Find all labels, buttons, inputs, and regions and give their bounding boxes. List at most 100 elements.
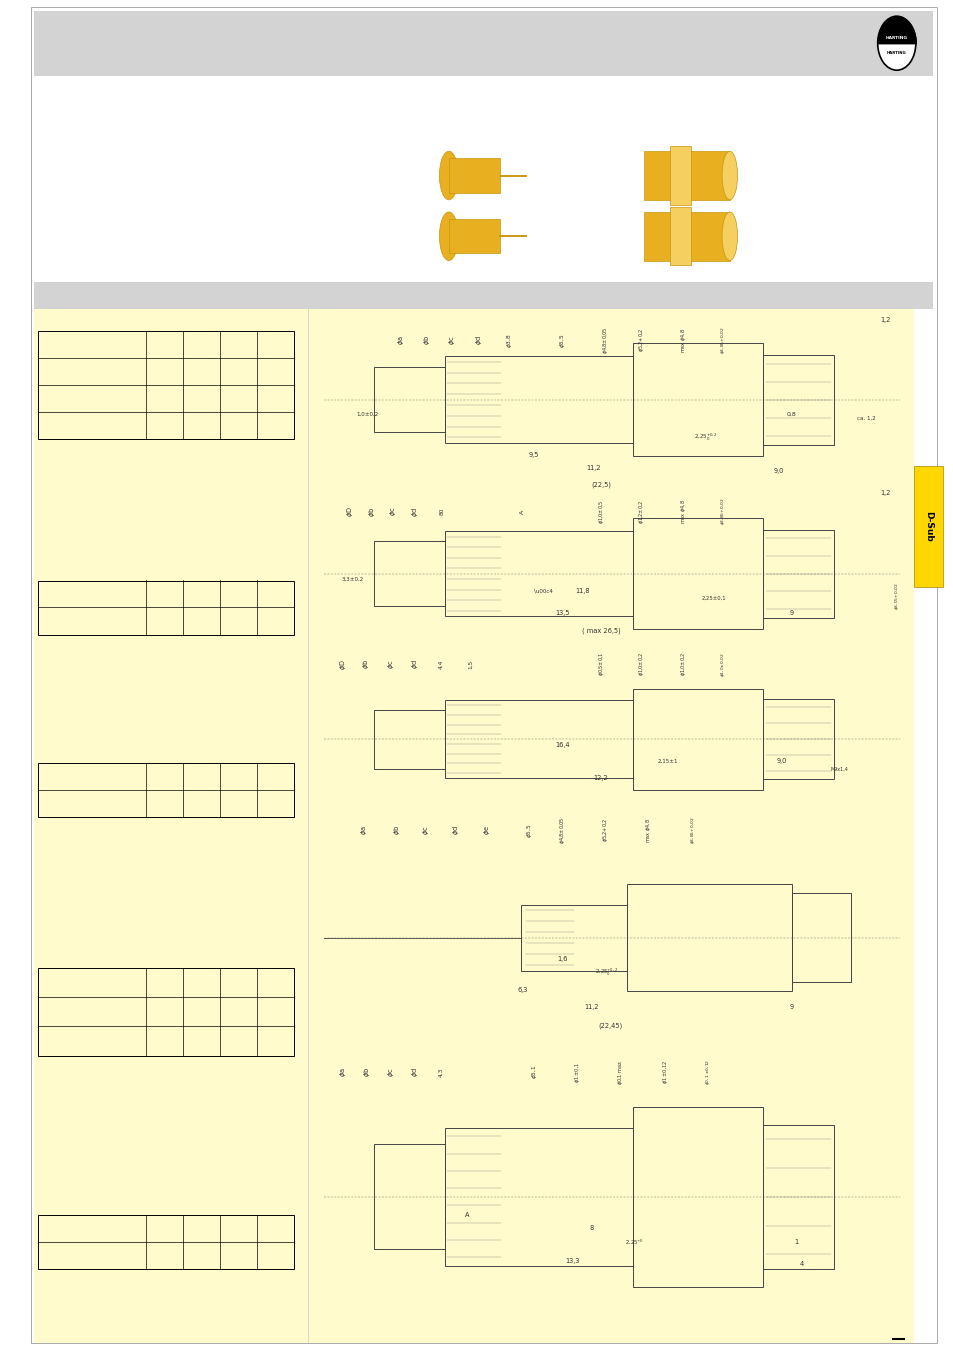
- Text: 9: 9: [789, 1004, 793, 1010]
- Text: (22,45): (22,45): [598, 1023, 622, 1029]
- Text: $\phi$1,0±0,02: $\phi$1,0±0,02: [719, 652, 726, 676]
- Text: 13,5: 13,5: [555, 610, 570, 616]
- Bar: [374, 367, 444, 432]
- Text: $\phi$0,5±0,1: $\phi$0,5±0,1: [596, 652, 605, 676]
- Text: $\phi$5,2+0,2: $\phi$5,2+0,2: [600, 818, 610, 842]
- Text: $\phi$3,85+0,02: $\phi$3,85+0,02: [688, 817, 696, 844]
- Bar: [762, 699, 833, 779]
- Bar: [448, 158, 499, 193]
- Bar: [762, 355, 833, 444]
- Text: M9x1,4: M9x1,4: [830, 767, 847, 772]
- Bar: [38, 968, 294, 1056]
- Ellipse shape: [439, 212, 457, 261]
- Text: A: A: [465, 1212, 469, 1218]
- Ellipse shape: [721, 151, 737, 200]
- Bar: [633, 518, 762, 629]
- Text: $\phi$e: $\phi$e: [481, 825, 491, 836]
- Text: 1: 1: [794, 1239, 798, 1245]
- Bar: [627, 884, 792, 991]
- Text: 13,3: 13,3: [564, 1258, 579, 1264]
- Text: 2,15±1: 2,15±1: [657, 759, 678, 764]
- Text: 11,2: 11,2: [583, 1004, 598, 1010]
- Text: 2,25±0,1: 2,25±0,1: [700, 595, 725, 601]
- Bar: [669, 146, 690, 205]
- Text: $\phi$d: $\phi$d: [410, 506, 419, 517]
- Text: $\phi$d: $\phi$d: [474, 335, 483, 346]
- Text: ( max 26,5): ( max 26,5): [581, 628, 619, 633]
- Bar: [669, 207, 690, 266]
- Ellipse shape: [721, 212, 737, 261]
- Text: \u00c4: \u00c4: [534, 589, 553, 594]
- Bar: [38, 763, 294, 817]
- Text: 6,3: 6,3: [517, 987, 527, 992]
- Bar: [633, 1107, 762, 1287]
- Text: max $\phi$4,8: max $\phi$4,8: [678, 328, 687, 352]
- Bar: [448, 219, 499, 254]
- Bar: [34, 76, 932, 279]
- Text: $\phi$3,05+0,02: $\phi$3,05+0,02: [892, 583, 900, 610]
- Text: max $\phi$4,8: max $\phi$4,8: [643, 818, 653, 842]
- Text: 80: 80: [438, 508, 444, 516]
- Bar: [34, 309, 913, 1343]
- Text: HARTING: HARTING: [886, 51, 905, 54]
- Text: ca. 1,2: ca. 1,2: [856, 416, 875, 421]
- Text: $\phi$0,1 ±0,12: $\phi$0,1 ±0,12: [703, 1058, 711, 1085]
- Text: $\phi$1,0±0,2: $\phi$1,0±0,2: [636, 652, 645, 676]
- Text: 4: 4: [799, 1261, 802, 1266]
- Text: 8: 8: [589, 1226, 593, 1231]
- Bar: [520, 904, 627, 971]
- Text: D-Sub: D-Sub: [923, 512, 932, 541]
- Text: $\phi$c: $\phi$c: [388, 506, 397, 517]
- Text: $\phi$1,0±0,5: $\phi$1,0±0,5: [596, 500, 605, 524]
- Bar: [444, 356, 633, 443]
- Text: 11,8: 11,8: [575, 589, 590, 594]
- Text: $\phi$1,0±0,2: $\phi$1,0±0,2: [678, 652, 687, 676]
- Text: $\phi$b: $\phi$b: [367, 506, 376, 517]
- Text: 1,6: 1,6: [558, 956, 567, 961]
- Text: $\phi$4,8±0,05: $\phi$4,8±0,05: [600, 327, 610, 354]
- Text: $\phi$1 ±0,12: $\phi$1 ±0,12: [660, 1060, 670, 1084]
- Text: 1,5: 1,5: [467, 660, 473, 668]
- Bar: [762, 529, 833, 618]
- Bar: [633, 343, 762, 456]
- Bar: [38, 331, 294, 439]
- Text: 16,4: 16,4: [555, 743, 570, 748]
- Text: 4,4: 4,4: [437, 660, 443, 668]
- Text: $\phi$d: $\phi$d: [410, 1066, 419, 1077]
- Text: $\phi$b: $\phi$b: [361, 659, 371, 670]
- Bar: [444, 701, 633, 778]
- Text: 1,0±0,2: 1,0±0,2: [355, 412, 378, 417]
- Bar: [643, 212, 729, 261]
- Text: 9: 9: [789, 610, 793, 616]
- Text: $\phi$5,5: $\phi$5,5: [558, 333, 567, 347]
- Text: $\phi$b: $\phi$b: [422, 335, 432, 346]
- Text: $\phi$5,5: $\phi$5,5: [524, 824, 534, 837]
- Bar: [34, 282, 932, 309]
- Bar: [444, 531, 633, 616]
- Text: $\phi$c: $\phi$c: [421, 825, 431, 836]
- Text: $\phi$3,85+0,02: $\phi$3,85+0,02: [719, 498, 726, 525]
- Text: 1,2: 1,2: [880, 490, 889, 495]
- Bar: [913, 466, 942, 587]
- Text: max $\phi$4,8: max $\phi$4,8: [678, 500, 687, 524]
- Text: 9,0: 9,0: [773, 468, 782, 474]
- Bar: [374, 710, 444, 768]
- Text: $\phi$c: $\phi$c: [447, 335, 456, 346]
- Text: $\phi$3,8: $\phi$3,8: [504, 333, 514, 347]
- Text: $\phi$d: $\phi$d: [410, 659, 419, 670]
- Text: 0,8: 0,8: [786, 412, 796, 417]
- Text: 12,2: 12,2: [593, 775, 608, 780]
- Bar: [643, 151, 729, 200]
- Text: $\phi$a: $\phi$a: [338, 1066, 348, 1077]
- Text: A: A: [519, 509, 525, 514]
- Ellipse shape: [439, 151, 457, 200]
- Bar: [444, 1127, 633, 1266]
- Bar: [38, 580, 294, 634]
- Text: $\phi$D: $\phi$D: [345, 506, 355, 517]
- Text: $\phi$1 ±0,1: $\phi$1 ±0,1: [572, 1061, 581, 1083]
- Text: $\phi$4,8±0,05: $\phi$4,8±0,05: [558, 817, 567, 844]
- Bar: [792, 892, 850, 983]
- Bar: [374, 1145, 444, 1249]
- Text: 2,25$^{+0,2}_{0}$: 2,25$^{+0,2}_{0}$: [693, 432, 718, 443]
- Bar: [633, 688, 762, 790]
